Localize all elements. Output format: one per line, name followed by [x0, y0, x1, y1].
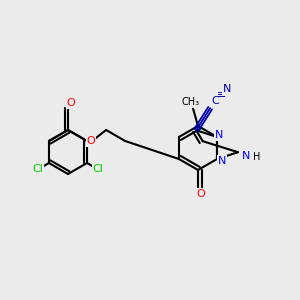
Text: O: O: [196, 189, 206, 199]
Text: ≡: ≡: [216, 90, 226, 100]
Text: O: O: [87, 136, 95, 146]
Text: N: N: [242, 151, 250, 161]
Text: H: H: [253, 152, 260, 162]
Text: C: C: [211, 96, 219, 106]
Text: Cl: Cl: [92, 164, 103, 175]
Text: N: N: [215, 130, 223, 140]
Text: N: N: [218, 156, 226, 166]
Text: Cl: Cl: [33, 164, 44, 175]
Text: O: O: [67, 98, 75, 108]
Text: CH₃: CH₃: [182, 98, 200, 107]
Text: N: N: [223, 84, 231, 94]
